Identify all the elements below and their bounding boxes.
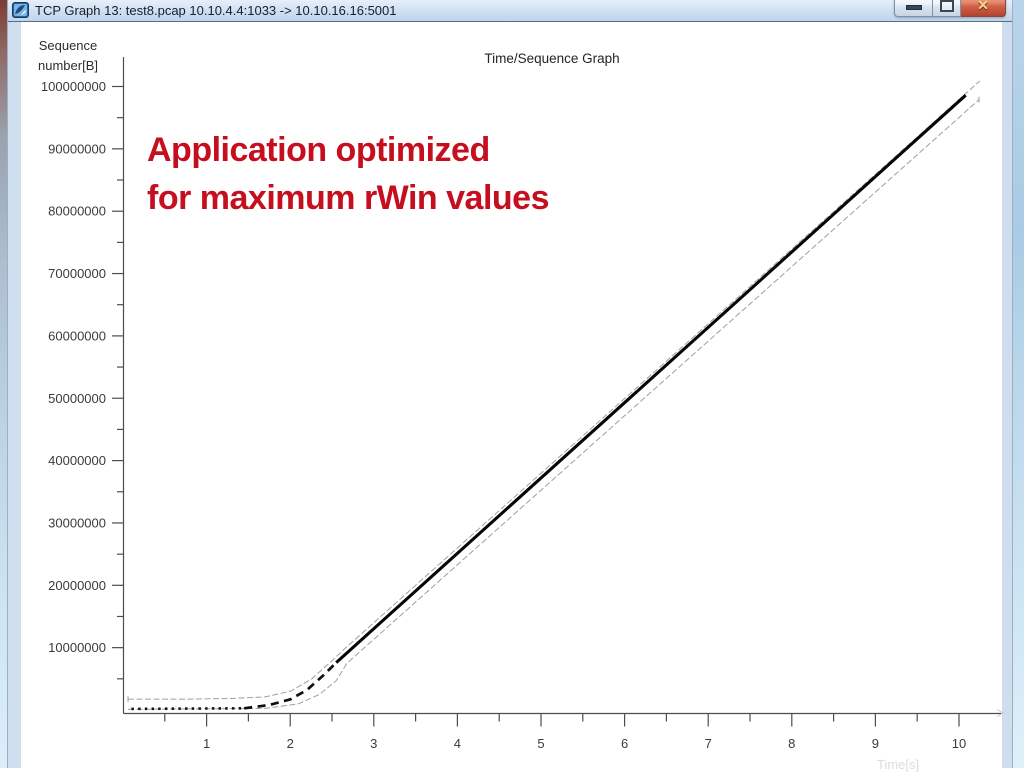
minimize-button[interactable]	[894, 0, 933, 17]
close-button[interactable]: ✕	[961, 0, 1006, 17]
close-icon: ✕	[977, 0, 989, 13]
x-axis-label: Time[s]	[877, 757, 920, 772]
wireshark-app-icon	[12, 2, 29, 18]
slide-background-right-edge	[1012, 0, 1024, 768]
window-titlebar[interactable]: TCP Graph 13: test8.pcap 10.10.4.4:1033 …	[8, 0, 1012, 22]
slide-background-left-edge	[0, 0, 7, 768]
tcp-graph-window: TCP Graph 13: test8.pcap 10.10.4.4:1033 …	[7, 0, 1013, 768]
window-controls: ✕	[894, 0, 1006, 17]
minimize-icon	[905, 5, 922, 10]
annotation-line1: Application optimized	[147, 131, 490, 169]
y-axis-label: Sequence number[B]	[22, 36, 114, 76]
y-axis-label-line1: Sequence	[38, 38, 98, 53]
annotation-text: Application optimized for maximum rWin v…	[147, 126, 549, 222]
chart-title: Time/Sequence Graph	[484, 51, 620, 66]
window-title: TCP Graph 13: test8.pcap 10.10.4.4:1033 …	[35, 3, 397, 18]
annotation-line2: for maximum rWin values	[147, 179, 549, 217]
y-axis-label-line2: number[B]	[38, 58, 98, 73]
maximize-icon	[939, 0, 954, 12]
maximize-button[interactable]	[933, 0, 961, 17]
